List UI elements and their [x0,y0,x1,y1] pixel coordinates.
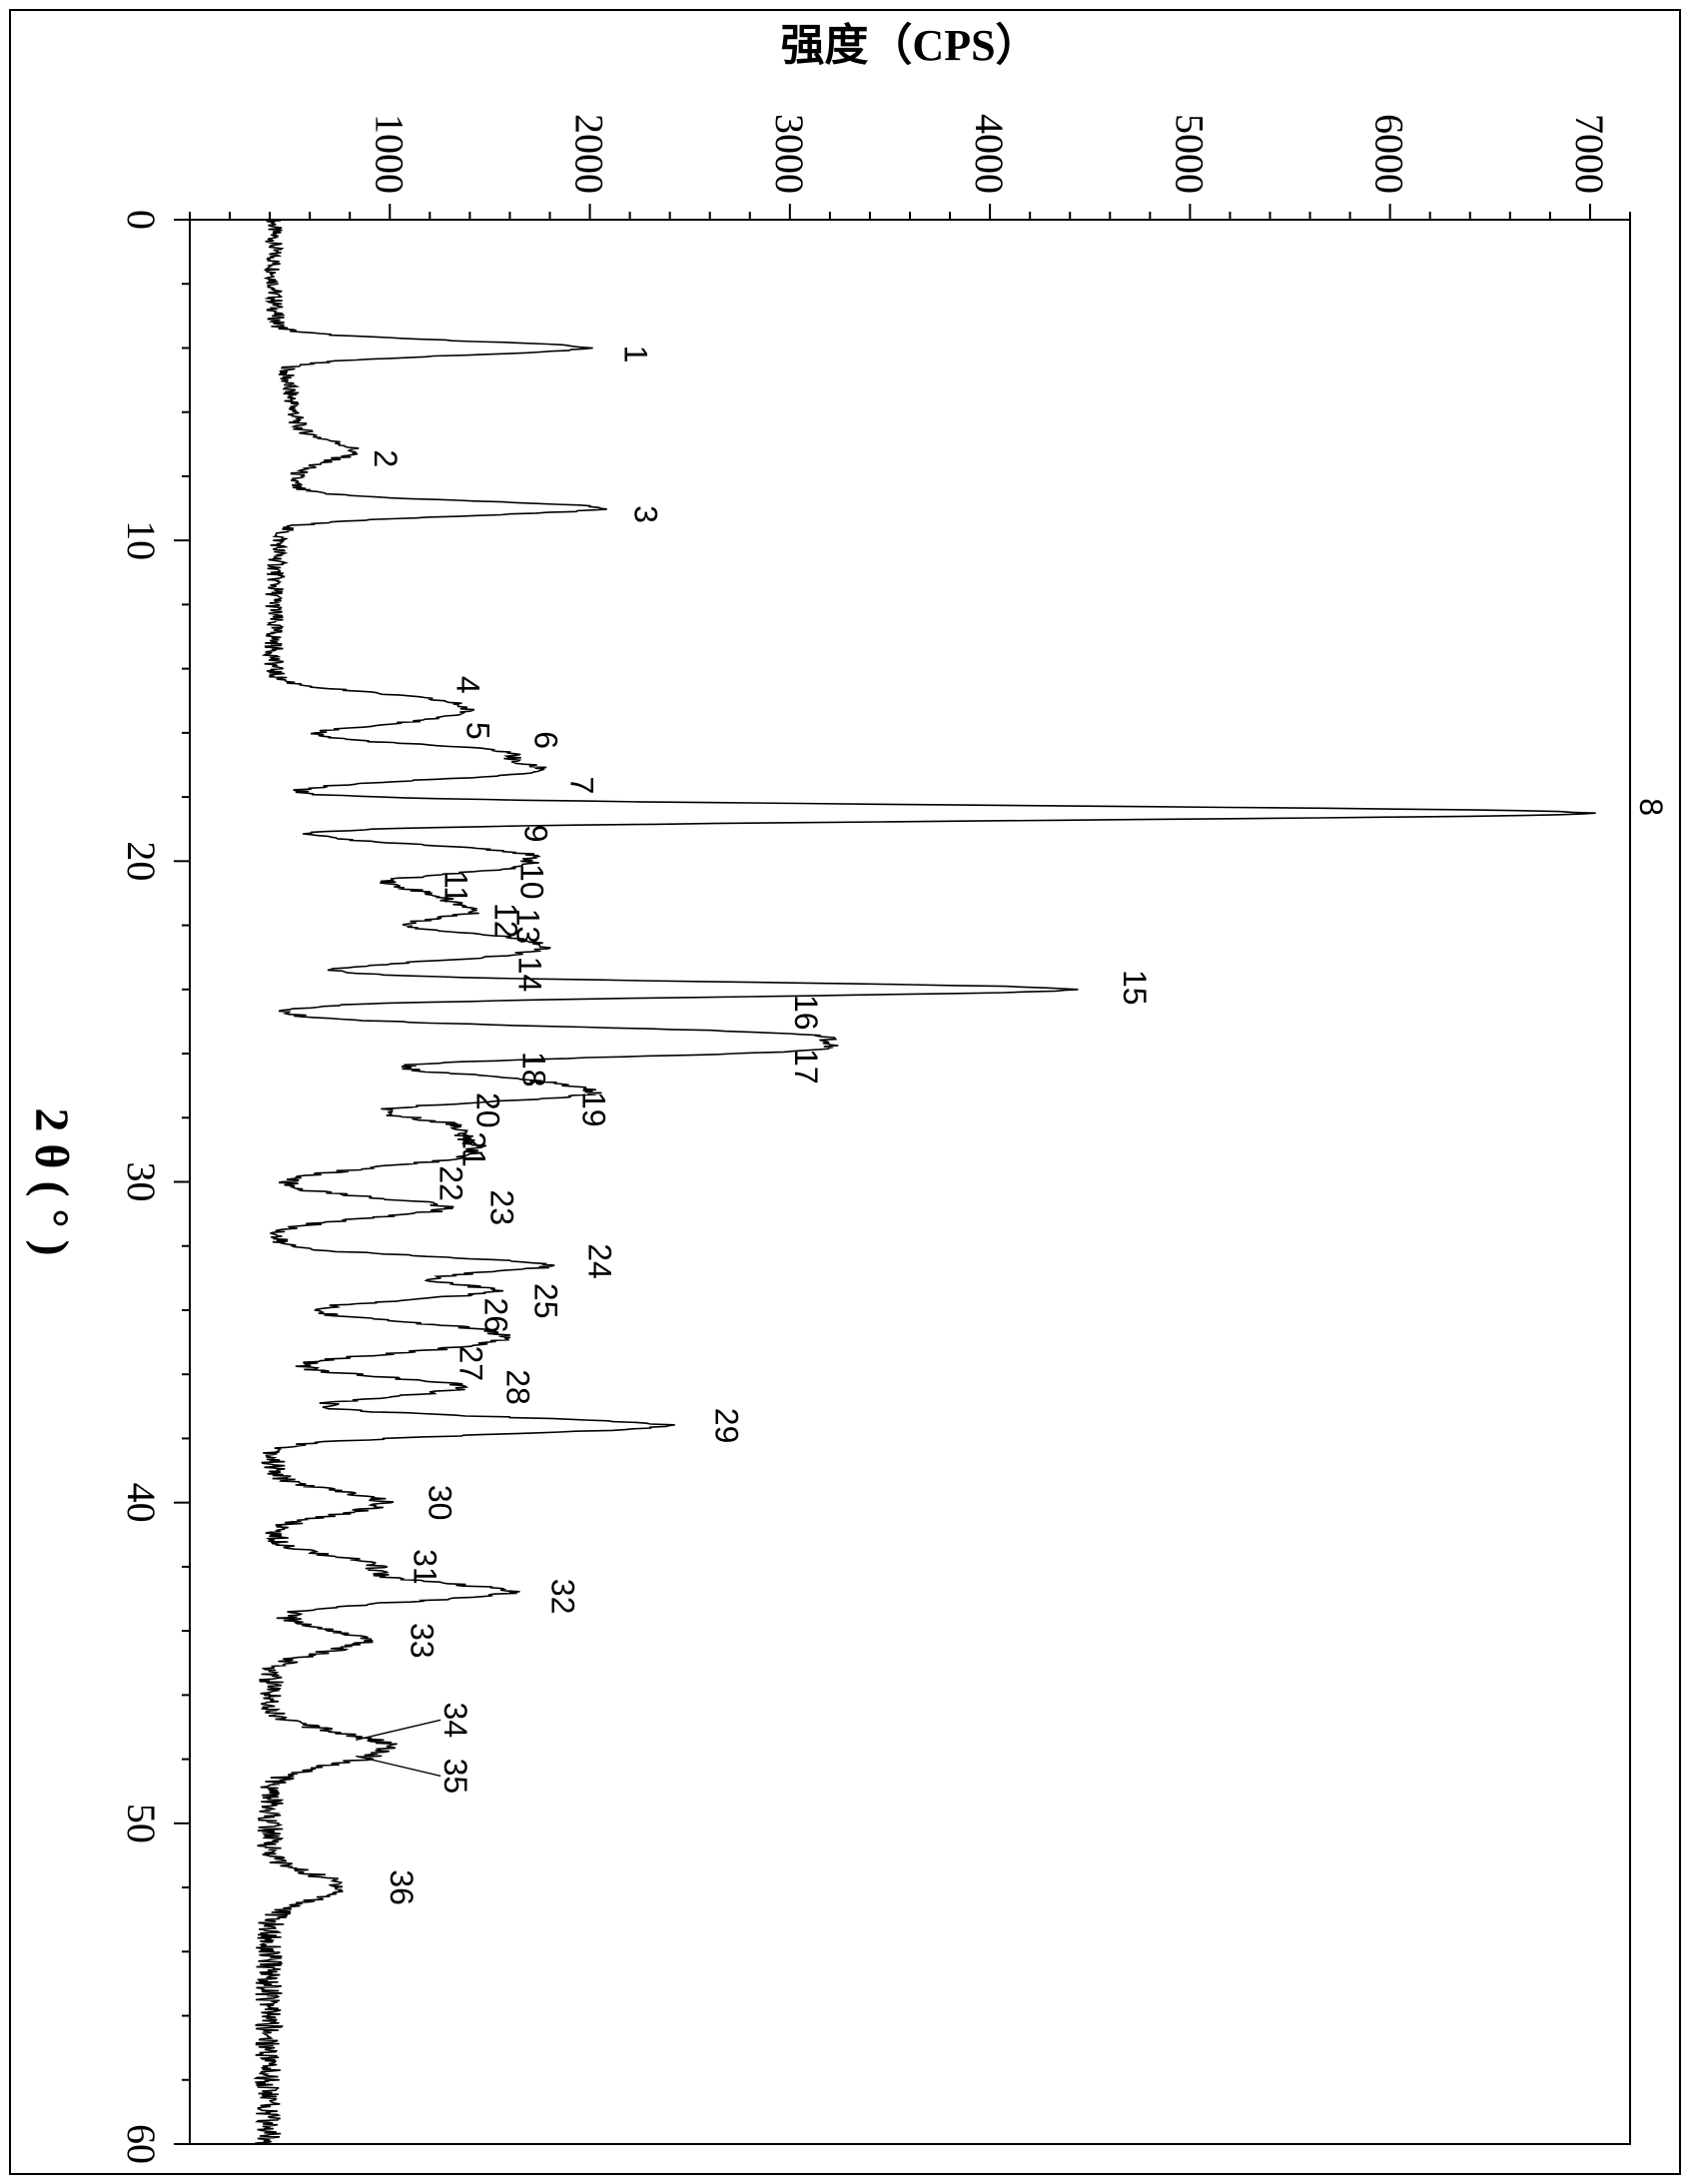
figure-stage: 0 10 20 30 40 50 60 2 θ ( ° ) 1000 2000 3000 4000 50… [0,0,1690,2184]
peak-label: 24 [581,1243,617,1279]
peak-label: 20 [469,1092,505,1128]
y-tick-label: 6000 [1367,114,1412,194]
x-tick-label: 30 [119,1162,164,1202]
peak-label: 21 [455,1131,491,1167]
plot-border [190,220,1630,2144]
peak-label: 1 [618,346,654,364]
peak-label: 2 [368,449,404,467]
peak-label: 17 [788,1049,824,1085]
peak-label: 3 [628,505,664,523]
y-tick-label: 2000 [567,114,612,194]
x-tick-label: 0 [119,210,164,230]
peak-label: 35 [437,1759,473,1795]
peak-label: 14 [511,957,547,993]
peak-label: 31 [407,1549,442,1585]
peak-label: 25 [527,1283,563,1319]
peak-leader [356,1756,440,1776]
y-tick-label: 4000 [967,114,1012,194]
peak-label: 26 [477,1297,513,1333]
chart-root: 0 10 20 30 40 50 60 2 θ ( ° ) 1000 2000 3000 4000 50… [10,10,1680,2174]
peak-label: 7 [563,777,599,795]
peak-label: 11 [437,871,473,904]
peak-label: 4 [449,676,485,694]
x-tick-label: 20 [119,841,164,881]
peak-label: 18 [515,1052,551,1088]
peak-label: 32 [544,1579,580,1615]
peak-label: 28 [499,1369,535,1405]
peak-label: 33 [404,1623,439,1659]
peak-label: 23 [483,1189,519,1225]
outer-frame [10,10,1680,2174]
peak-label: 8 [1633,798,1669,816]
peak-label: 19 [575,1092,611,1127]
y-tick-label: 3000 [767,114,812,194]
x-tick-label: 50 [119,1804,164,1843]
x-axis-label: 2 θ ( ° ) [25,1107,78,1255]
peak-leader [356,1720,440,1740]
peak-label: 29 [709,1408,745,1444]
peak-label: 15 [1117,970,1153,1006]
y-tick-label: 5000 [1167,114,1212,194]
x-tick-label: 60 [119,2124,164,2164]
x-tick-label: 10 [119,520,164,560]
peak-label: 13 [509,909,545,945]
peak-label: 9 [517,825,553,843]
peak-label: 36 [384,1869,420,1905]
peak-label: 10 [513,864,549,900]
peak-label: 6 [527,731,563,749]
peak-label: 5 [459,722,495,740]
peak-label: 16 [788,995,824,1031]
peak-label: 30 [422,1485,457,1521]
y-tick-label: 1000 [367,114,412,194]
y-axis-label: 强度（CPS） [780,21,1039,70]
peak-label: 34 [437,1703,473,1739]
peak-label: 22 [432,1165,468,1201]
y-tick-label: 7000 [1567,114,1612,194]
peak-label: 27 [452,1345,488,1381]
x-tick-label: 40 [119,1483,164,1523]
